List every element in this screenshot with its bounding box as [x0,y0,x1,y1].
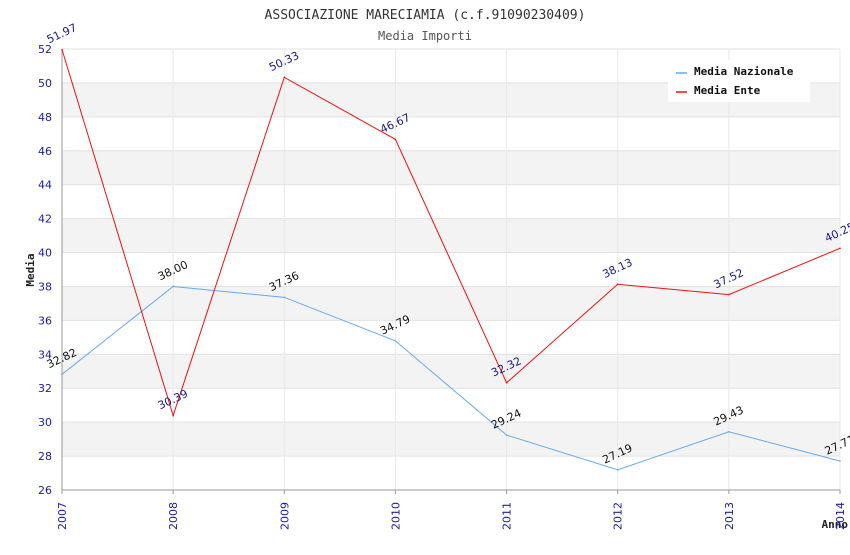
data-point [172,414,174,417]
legend: Media Nazionale Media Ente [668,60,810,102]
data-point [839,247,841,250]
legend-label-media-ente: Media Ente [694,84,761,97]
data-point [839,460,841,462]
y-tick-label: 50 [38,77,52,90]
data-point [394,340,397,342]
chart-title: ASSOCIAZIONE MARECIAMIA (c.f.91090230409… [265,8,586,23]
data-point [283,296,286,299]
x-tick-label: 2012 [612,502,625,530]
y-tick-label: 48 [38,111,52,124]
y-tick-label: 36 [38,314,52,327]
grid-band [62,150,840,185]
data-point [283,76,286,79]
data-point [172,285,174,288]
chart-subtitle: Media Importi [378,29,472,43]
y-tick-label: 34 [38,348,52,361]
series-line-media-ente [61,49,841,418]
y-tick-label: 30 [38,416,52,429]
y-tick-label: 26 [38,484,52,497]
y-tick-label: 52 [38,43,52,56]
y-axis-label: Media [24,253,37,286]
x-tick-label: 2014 [834,502,847,530]
data-point [616,283,619,286]
x-tick-label: 2007 [56,502,69,530]
grid-band [62,286,840,321]
legend-label-media-nazionale: Media Nazionale [694,65,794,78]
y-tick-label: 42 [38,213,52,226]
x-tick-label: 2008 [167,502,180,530]
series-line-media-nazionale [61,285,841,471]
legend-box [668,60,810,102]
y-tick-label: 44 [38,179,52,192]
x-tick-label: 2011 [501,502,514,530]
data-point [61,373,63,376]
data-point [505,382,508,384]
y-tick-label: 38 [38,280,52,293]
y-tick-label: 28 [38,450,52,463]
data-point [394,138,397,141]
grid-lines [61,48,841,491]
data-point [505,434,508,436]
data-point [728,293,730,296]
x-tick-label: 2013 [723,502,736,530]
data-point [61,48,63,51]
grid-band [62,354,840,389]
y-tick-label: 40 [38,247,52,260]
data-point [728,431,730,433]
x-tick-label: 2010 [389,502,402,530]
grid-band [62,422,840,457]
y-tick-labels: 26 28 30 32 34 36 38 40 42 44 46 48 50 52 [38,43,52,497]
grid-band [62,218,840,253]
data-point [616,469,619,471]
y-tick-label: 46 [38,145,52,158]
x-tick-labels: 2007 2008 2009 2010 2011 2012 2013 2014 [56,502,847,530]
x-axis-label: Anno [822,518,849,531]
y-tick-label: 32 [38,382,52,395]
x-tick-label: 2009 [278,502,291,530]
axes [61,49,841,494]
series-group [61,48,841,471]
data-label: 51.97 [45,21,79,46]
